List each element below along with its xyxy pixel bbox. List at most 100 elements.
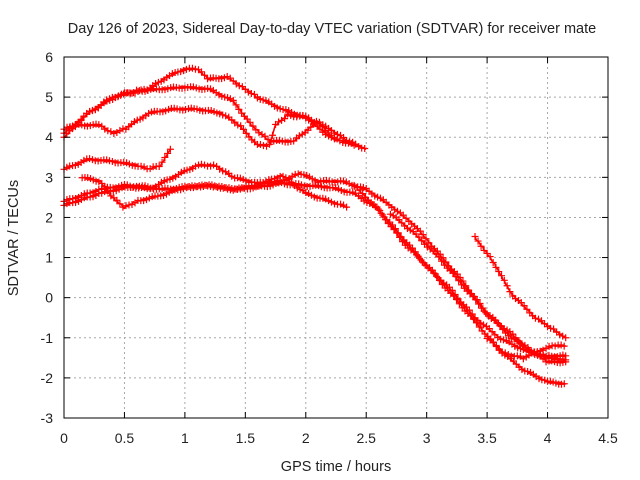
data-point: [472, 296, 480, 304]
data-point: [498, 272, 506, 280]
data-point: [119, 203, 127, 211]
data-point: [451, 290, 459, 298]
data-point: [261, 132, 269, 140]
data-point: [361, 144, 369, 152]
data-point: [359, 190, 367, 198]
data-point: [518, 340, 526, 348]
series-layer: [60, 64, 570, 388]
data-point: [281, 115, 289, 123]
data-point: [489, 338, 497, 346]
data-point: [207, 162, 215, 170]
x-tick-label: 1: [181, 430, 189, 446]
data-point: [472, 319, 480, 327]
data-point: [483, 249, 491, 257]
data-point: [559, 332, 567, 340]
series-arc-4: [60, 145, 174, 173]
data-point: [550, 325, 558, 333]
data-point: [216, 110, 224, 118]
data-point: [250, 90, 258, 98]
data-point: [413, 251, 421, 259]
data-point: [343, 203, 351, 211]
y-axis-label: SDTVAR / TECUs: [6, 180, 22, 296]
plot-frame: [63, 56, 609, 419]
data-point: [381, 216, 389, 224]
data-point: [455, 277, 463, 285]
data-point: [216, 165, 224, 173]
data-point: [509, 330, 517, 338]
x-tick-label: 2: [302, 430, 310, 446]
data-point: [450, 292, 458, 300]
x-tick-label: 2.5: [356, 430, 376, 446]
data-point: [116, 200, 124, 208]
data-point: [465, 306, 473, 314]
data-point: [355, 143, 363, 151]
data-point: [337, 200, 345, 208]
data-point: [520, 302, 528, 310]
data-point: [63, 123, 71, 131]
data-point: [249, 122, 257, 130]
x-tick-label: 4: [544, 430, 552, 446]
data-point: [340, 133, 348, 141]
data-point: [327, 198, 335, 206]
x-tick-label: 1.5: [236, 430, 256, 446]
data-point: [356, 186, 364, 194]
data-point: [471, 233, 479, 241]
y-tick-label: 5: [45, 89, 53, 105]
data-point: [477, 242, 485, 250]
data-point: [557, 341, 565, 349]
data-point: [524, 343, 532, 351]
data-point: [416, 254, 424, 262]
data-point: [222, 168, 230, 176]
x-tick-label: 3: [423, 430, 431, 446]
data-point: [198, 160, 206, 168]
data-point: [492, 341, 500, 349]
data-point: [498, 348, 506, 356]
data-point: [433, 272, 441, 280]
data-point: [266, 140, 274, 148]
data-point: [256, 140, 264, 148]
data-point: [483, 335, 491, 343]
data-point: [486, 253, 494, 261]
y-tick-label: 4: [45, 129, 53, 145]
data-point: [560, 342, 568, 350]
data-point: [435, 276, 443, 284]
series-arc-11: [483, 335, 568, 363]
data-point: [164, 149, 172, 157]
data-point: [122, 202, 130, 210]
data-point: [98, 179, 106, 187]
data-point: [210, 161, 218, 169]
data-point: [418, 237, 426, 245]
data-point: [415, 233, 423, 241]
data-point: [495, 268, 503, 276]
data-point: [456, 273, 464, 281]
data-point: [538, 317, 546, 325]
data-point: [182, 65, 190, 73]
data-point: [504, 351, 512, 359]
data-point: [470, 315, 478, 323]
data-point: [396, 233, 404, 241]
data-point: [158, 158, 166, 166]
data-point: [269, 131, 277, 139]
data-point: [562, 334, 570, 342]
data-point: [489, 258, 497, 266]
data-point: [222, 112, 230, 120]
data-point: [452, 273, 460, 281]
series-arc-10: [386, 210, 570, 367]
data-point: [474, 237, 482, 245]
y-tick-label: -3: [41, 410, 54, 426]
data-point: [247, 90, 255, 97]
data-point: [229, 77, 237, 85]
data-point: [531, 314, 539, 322]
data-point: [284, 110, 292, 118]
data-point: [275, 118, 283, 126]
data-point: [278, 116, 286, 124]
data-point: [534, 315, 542, 323]
data-point: [469, 292, 477, 300]
data-point: [398, 238, 406, 246]
chart-title: Day 126 of 2023, Sidereal Day-to-day VTE…: [68, 21, 596, 37]
data-point: [237, 122, 245, 130]
data-point: [223, 73, 231, 81]
y-tick-label: 2: [45, 209, 53, 225]
data-point: [541, 320, 549, 328]
